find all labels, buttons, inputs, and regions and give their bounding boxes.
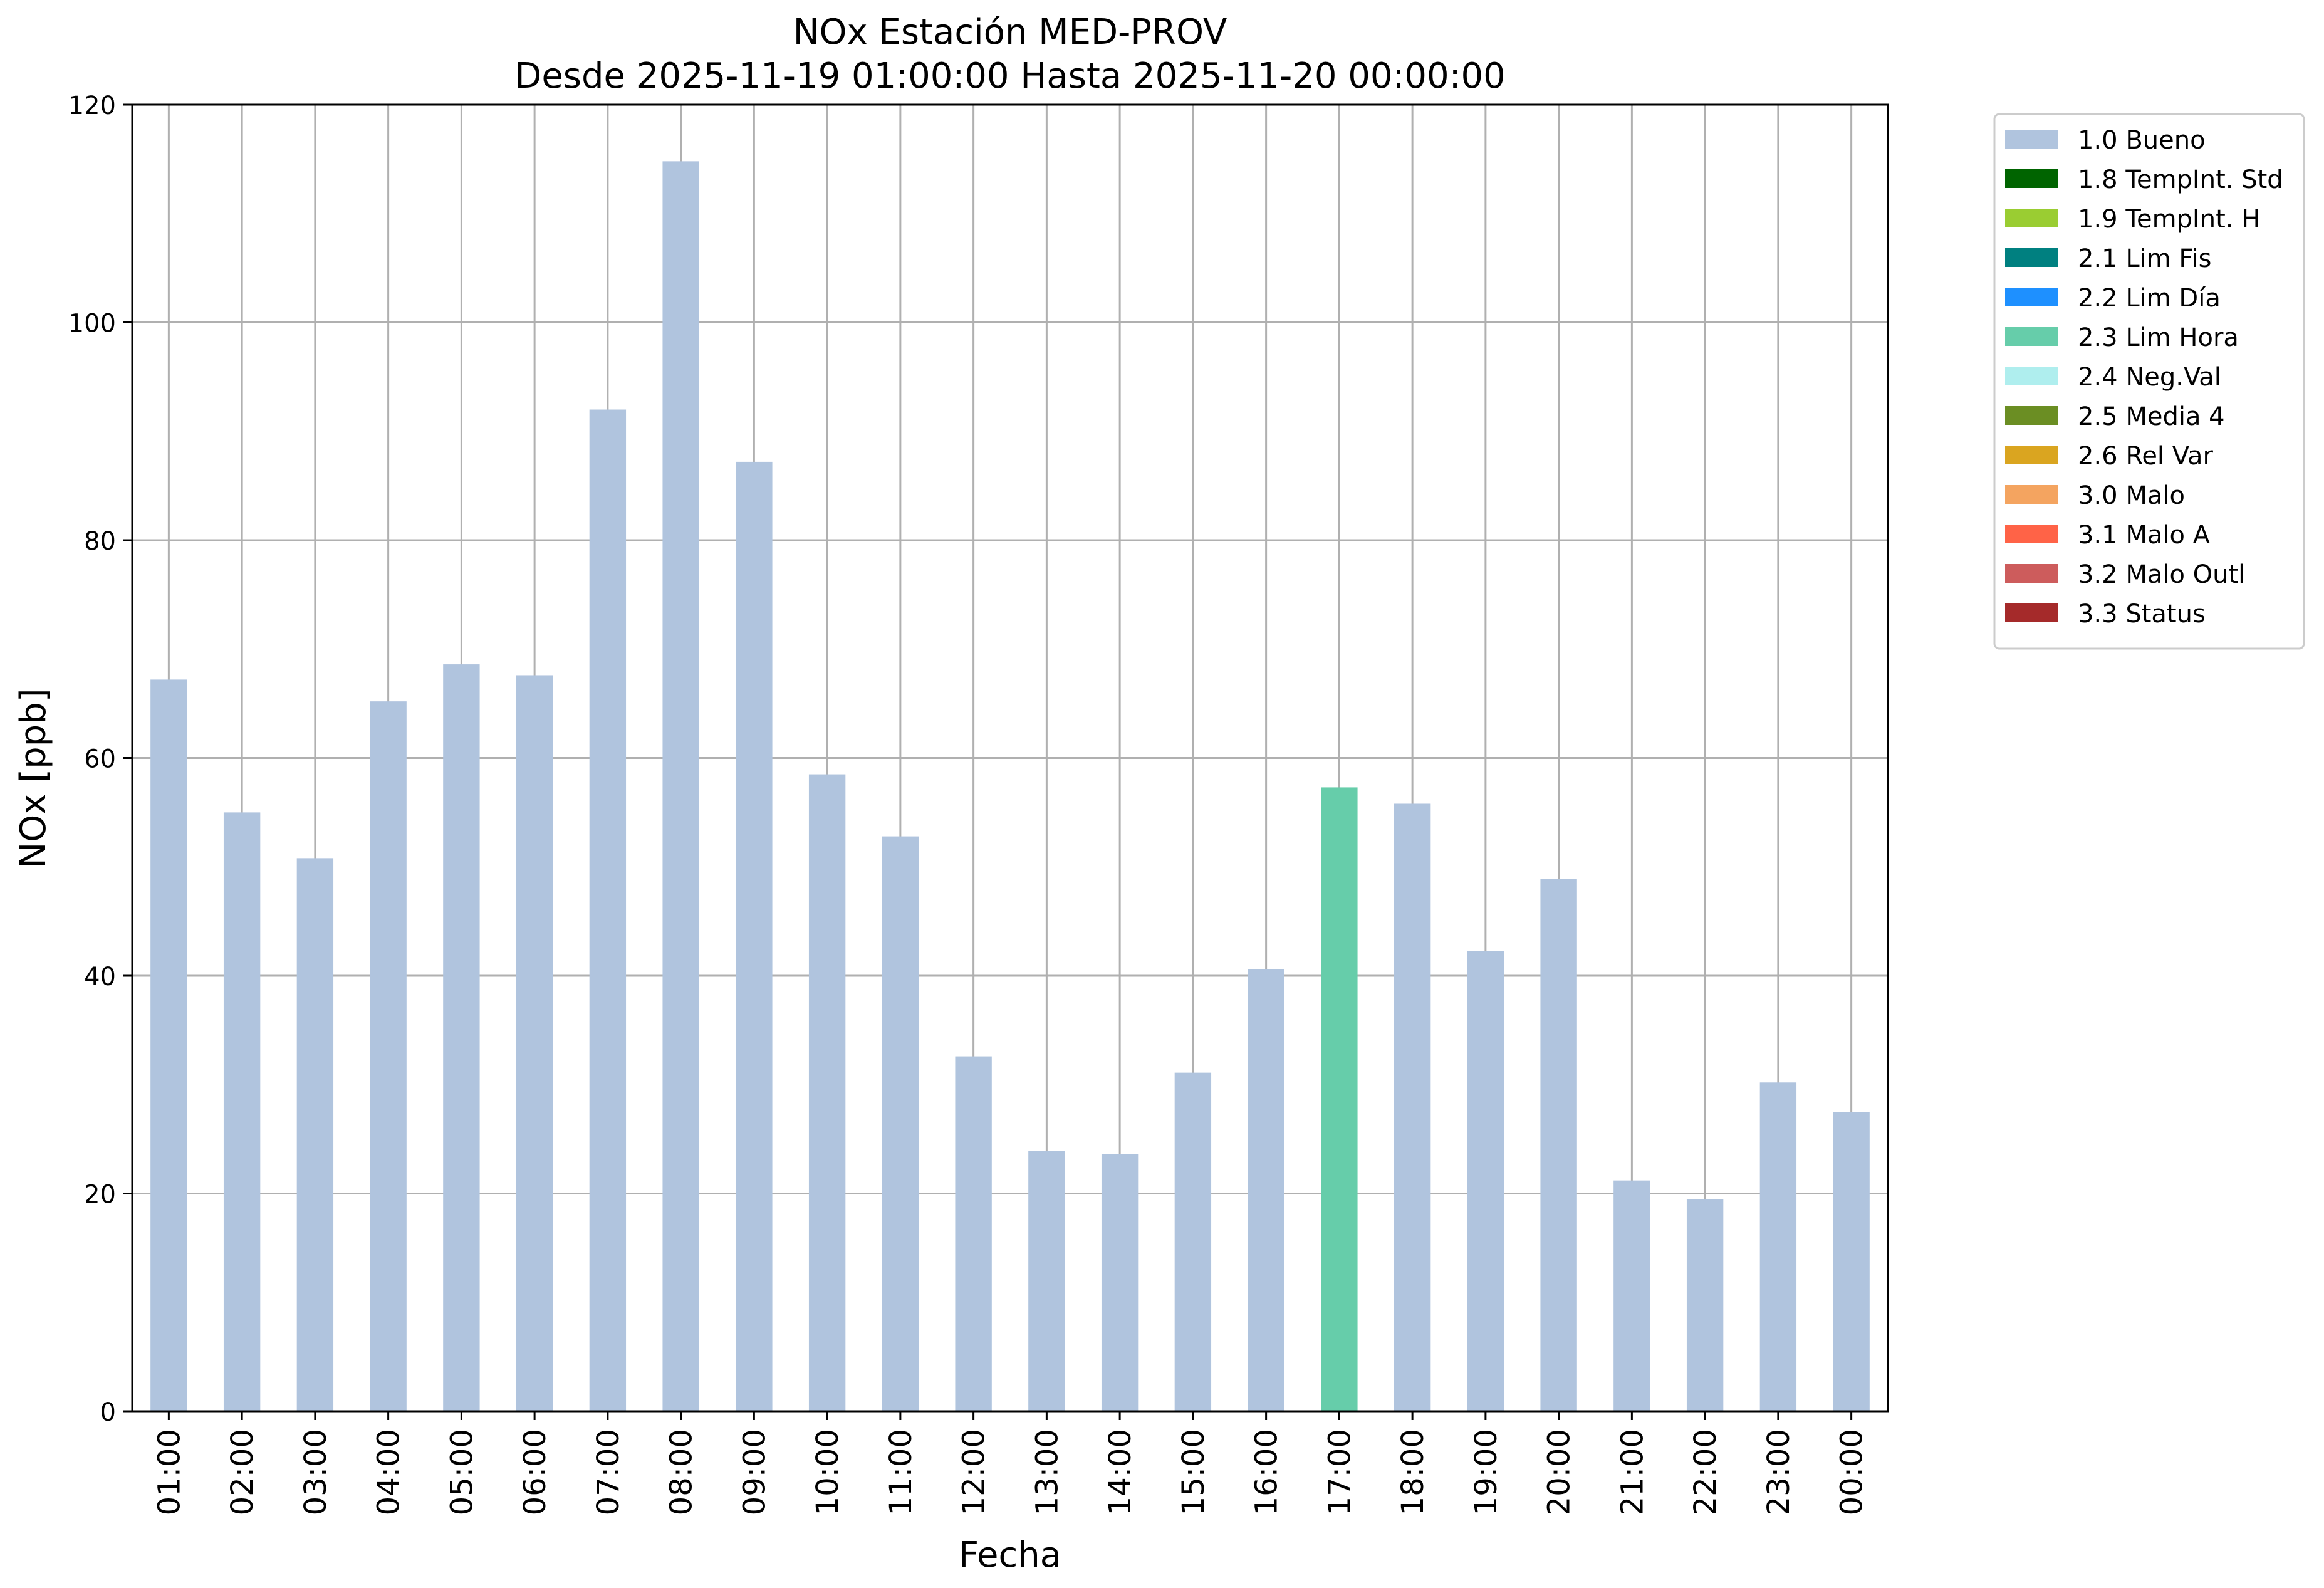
x-tick-label: 17:00 xyxy=(1322,1429,1357,1515)
bar-22:00 xyxy=(1686,1199,1724,1411)
legend-label: 1.8 TempInt. Std xyxy=(2078,165,2283,194)
x-tick-label: 14:00 xyxy=(1103,1429,1138,1515)
x-tick-label: 01:00 xyxy=(152,1429,187,1515)
bar-10:00 xyxy=(808,774,846,1411)
legend-swatch xyxy=(2005,169,2058,188)
y-tick-label: 120 xyxy=(68,91,116,120)
bar-21:00 xyxy=(1613,1180,1650,1411)
legend-label: 3.3 Status xyxy=(2078,600,2206,629)
legend-swatch xyxy=(2005,248,2058,267)
bar-23:00 xyxy=(1759,1082,1797,1411)
bar-02:00 xyxy=(223,812,261,1411)
legend-label: 2.2 Lim Día xyxy=(2078,284,2221,313)
x-tick-label: 00:00 xyxy=(1835,1429,1870,1515)
legend-swatch xyxy=(2005,603,2058,622)
x-tick-label: 07:00 xyxy=(591,1429,626,1515)
legend-swatch xyxy=(2005,327,2058,346)
y-tick-label: 40 xyxy=(84,963,116,991)
x-tick-label: 12:00 xyxy=(957,1429,992,1515)
x-tick-label: 06:00 xyxy=(518,1429,553,1515)
legend-label: 3.2 Malo Outl xyxy=(2078,560,2245,589)
x-tick-label: 19:00 xyxy=(1469,1429,1504,1515)
y-tick-label: 80 xyxy=(84,527,116,556)
legend-swatch xyxy=(2005,525,2058,543)
y-axis-ticks: 0 20 40 60 80 100 120 xyxy=(68,91,132,1427)
bar-11:00 xyxy=(882,836,919,1411)
bar-00:00 xyxy=(1833,1112,1870,1411)
x-tick-label: 05:00 xyxy=(444,1429,479,1515)
bar-18:00 xyxy=(1394,803,1431,1411)
x-tick-label: 10:00 xyxy=(810,1429,845,1515)
x-tick-label: 15:00 xyxy=(1176,1429,1211,1515)
legend-swatch xyxy=(2005,446,2058,464)
bar-05:00 xyxy=(443,664,480,1411)
legend-swatch xyxy=(2005,406,2058,425)
legend-swatch xyxy=(2005,367,2058,385)
legend-label: 1.9 TempInt. H xyxy=(2078,205,2260,234)
bar-15:00 xyxy=(1174,1072,1212,1411)
legend-label: 2.4 Neg.Val xyxy=(2078,363,2221,392)
x-tick-label: 13:00 xyxy=(1029,1429,1065,1515)
legend-label: 1.0 Bueno xyxy=(2078,126,2206,155)
legend-swatch xyxy=(2005,209,2058,227)
bar-09:00 xyxy=(736,461,773,1411)
x-tick-label: 03:00 xyxy=(298,1429,333,1515)
bar-12:00 xyxy=(955,1056,992,1411)
y-tick-label: 0 xyxy=(100,1398,116,1427)
bar-06:00 xyxy=(516,675,553,1411)
bars xyxy=(150,161,1870,1412)
bar-19:00 xyxy=(1467,951,1504,1411)
legend-label: 3.1 Malo A xyxy=(2078,521,2211,550)
x-axis-ticks: 01:00 02:00 03:00 04:00 05:00 06:00 07:00 08:00… xyxy=(152,1411,1870,1515)
legend-label: 2.1 Lim Fis xyxy=(2078,244,2211,273)
x-tick-label: 23:00 xyxy=(1761,1429,1796,1515)
legend-swatch xyxy=(2005,130,2058,149)
x-tick-label: 16:00 xyxy=(1249,1429,1284,1515)
x-axis-label: Fecha xyxy=(959,1535,1061,1575)
y-tick-label: 100 xyxy=(68,310,116,338)
bar-16:00 xyxy=(1248,969,1284,1411)
x-tick-label: 09:00 xyxy=(737,1429,772,1515)
x-tick-label: 22:00 xyxy=(1688,1429,1723,1515)
y-axis-label: NOx [ppb] xyxy=(13,688,54,868)
legend: 1.0 Bueno 1.8 TempInt. Std 1.9 TempInt. H 2… xyxy=(1993,113,2305,650)
x-tick-label: 21:00 xyxy=(1615,1429,1650,1515)
legend-label: 2.5 Media 4 xyxy=(2078,402,2225,431)
legend-label: 3.0 Malo xyxy=(2078,481,2185,510)
x-tick-label: 20:00 xyxy=(1542,1429,1577,1515)
legend-label: 2.3 Lim Hora xyxy=(2078,323,2239,352)
x-tick-label: 11:00 xyxy=(883,1429,919,1515)
legend-swatch xyxy=(2005,564,2058,583)
y-tick-label: 60 xyxy=(84,745,116,774)
bar-08:00 xyxy=(662,161,699,1412)
legend-swatch xyxy=(2005,485,2058,504)
x-tick-label: 04:00 xyxy=(372,1429,407,1515)
x-tick-label: 18:00 xyxy=(1395,1429,1430,1515)
chart-subtitle: Desde 2025-11-19 01:00:00 Hasta 2025-11-… xyxy=(514,56,1506,97)
bar-17:00 xyxy=(1321,787,1358,1411)
x-tick-label: 02:00 xyxy=(225,1429,260,1515)
legend-label: 2.6 Rel Var xyxy=(2078,442,2214,471)
y-tick-label: 20 xyxy=(84,1181,116,1209)
bar-20:00 xyxy=(1540,879,1577,1411)
bar-13:00 xyxy=(1028,1151,1065,1411)
bar-01:00 xyxy=(150,679,187,1411)
bar-03:00 xyxy=(296,858,334,1411)
bar-07:00 xyxy=(589,409,627,1411)
bar-14:00 xyxy=(1101,1154,1139,1411)
x-tick-label: 08:00 xyxy=(664,1429,699,1515)
legend-box xyxy=(1993,113,2305,650)
legend-swatch xyxy=(2005,288,2058,306)
chart-title: NOx Estación MED-PROV xyxy=(793,12,1227,53)
bar-04:00 xyxy=(370,701,407,1411)
